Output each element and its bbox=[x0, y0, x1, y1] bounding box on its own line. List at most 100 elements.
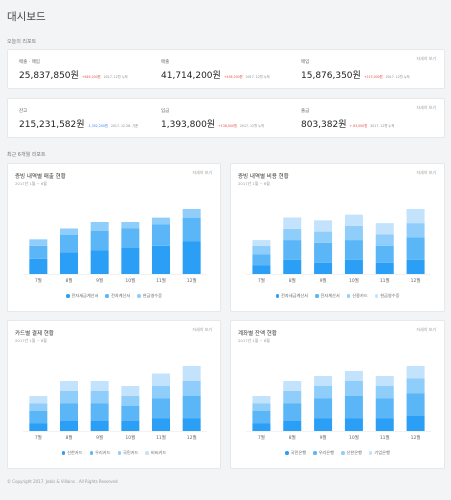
legend-item[interactable]: 현금영수증 bbox=[137, 293, 162, 299]
bar-segment[interactable] bbox=[375, 376, 394, 386]
bar-segment[interactable] bbox=[121, 396, 140, 406]
bar-segment[interactable] bbox=[314, 418, 333, 432]
bar-segment[interactable] bbox=[283, 391, 302, 404]
bar-segment[interactable] bbox=[60, 391, 78, 404]
bar-segment[interactable] bbox=[152, 373, 170, 387]
bar-segment[interactable] bbox=[152, 217, 170, 225]
more-link[interactable]: 자세히 보기 bbox=[192, 327, 212, 332]
bar-segment[interactable] bbox=[314, 398, 333, 419]
bar-segment[interactable] bbox=[60, 235, 78, 253]
bar-segment[interactable] bbox=[252, 396, 271, 404]
legend-item[interactable]: 현금영수증 bbox=[374, 293, 399, 299]
bar-segment[interactable] bbox=[314, 220, 333, 232]
bar-segment[interactable] bbox=[90, 391, 109, 404]
bar-segment[interactable] bbox=[314, 231, 333, 243]
bar-segment[interactable] bbox=[283, 381, 302, 391]
bar-segment[interactable] bbox=[375, 398, 394, 419]
bar-segment[interactable] bbox=[375, 262, 394, 274]
bar-segment[interactable] bbox=[182, 209, 201, 218]
bar-segment[interactable] bbox=[252, 240, 271, 246]
bar-segment[interactable] bbox=[375, 418, 394, 432]
legend-item[interactable]: 신한카드 bbox=[61, 450, 83, 456]
bar-segment[interactable] bbox=[406, 378, 425, 394]
bar-segment[interactable] bbox=[344, 418, 363, 432]
bar-segment[interactable] bbox=[121, 386, 140, 396]
bar-segment[interactable] bbox=[344, 214, 363, 226]
bar-segment[interactable] bbox=[252, 245, 271, 255]
bar-segment[interactable] bbox=[283, 403, 302, 422]
legend-item[interactable]: 전자계산서 bbox=[315, 293, 340, 299]
more-link[interactable]: 자세히 보기 bbox=[192, 170, 212, 175]
bar-segment[interactable] bbox=[283, 240, 302, 260]
legend-item[interactable]: 우리은행 bbox=[313, 450, 334, 456]
legend-item[interactable]: 전자세금계산서 bbox=[275, 293, 308, 299]
bar-segment[interactable] bbox=[344, 259, 363, 274]
bar-segment[interactable] bbox=[314, 376, 333, 386]
bar-segment[interactable] bbox=[152, 418, 170, 432]
bar-segment[interactable] bbox=[90, 421, 109, 431]
bar-segment[interactable] bbox=[60, 228, 78, 236]
bar-segment[interactable] bbox=[152, 224, 170, 246]
bar-segment[interactable] bbox=[182, 381, 201, 396]
bar-segment[interactable] bbox=[406, 223, 425, 238]
bar-segment[interactable] bbox=[90, 230, 109, 251]
bar-segment[interactable] bbox=[406, 237, 425, 260]
bar-segment[interactable] bbox=[344, 240, 363, 260]
bar-segment[interactable] bbox=[60, 421, 78, 431]
bar-segment[interactable] bbox=[375, 245, 394, 263]
legend-item[interactable]: 우리카드 bbox=[89, 450, 111, 456]
bar-segment[interactable] bbox=[90, 403, 109, 422]
bar-segment[interactable] bbox=[90, 381, 109, 391]
more-link[interactable]: 자세히 보기 bbox=[416, 105, 436, 110]
bar-segment[interactable] bbox=[375, 386, 394, 399]
bar-segment[interactable] bbox=[344, 225, 363, 241]
bar-segment[interactable] bbox=[252, 411, 271, 424]
bar-segment[interactable] bbox=[283, 421, 302, 431]
bar-segment[interactable] bbox=[252, 423, 271, 432]
bar-segment[interactable] bbox=[252, 254, 271, 266]
bar-segment[interactable] bbox=[406, 416, 425, 431]
bar-segment[interactable] bbox=[406, 393, 425, 417]
legend-item[interactable]: 전자계산서 bbox=[105, 293, 130, 299]
bar-segment[interactable] bbox=[90, 250, 109, 274]
bar-segment[interactable] bbox=[252, 265, 271, 274]
more-link[interactable]: 자세히 보기 bbox=[416, 327, 436, 332]
bar-segment[interactable] bbox=[283, 259, 302, 274]
legend-item[interactable]: 국민은행 bbox=[285, 450, 306, 456]
bar-segment[interactable] bbox=[406, 366, 425, 379]
bar-segment[interactable] bbox=[252, 403, 271, 412]
bar-segment[interactable] bbox=[314, 386, 333, 399]
bar-segment[interactable] bbox=[121, 228, 140, 249]
bar-segment[interactable] bbox=[375, 234, 394, 246]
bar-segment[interactable] bbox=[90, 222, 109, 231]
bar-segment[interactable] bbox=[314, 262, 333, 274]
bar-segment[interactable] bbox=[375, 223, 394, 235]
bar-segment[interactable] bbox=[406, 209, 425, 224]
bar-segment[interactable] bbox=[406, 259, 425, 274]
legend-item[interactable]: 신용카드 bbox=[346, 293, 368, 299]
bar-segment[interactable] bbox=[283, 217, 302, 229]
legend-item[interactable]: 신한은행 bbox=[341, 450, 362, 456]
legend-item[interactable]: 비씨카드 bbox=[145, 450, 166, 456]
legend-item[interactable]: 국민카드 bbox=[117, 450, 138, 456]
bar-segment[interactable] bbox=[60, 252, 78, 274]
bar-segment[interactable] bbox=[29, 239, 48, 246]
bar-segment[interactable] bbox=[29, 403, 48, 412]
bar-segment[interactable] bbox=[344, 396, 363, 419]
bar-segment[interactable] bbox=[29, 258, 48, 274]
bar-segment[interactable] bbox=[182, 217, 201, 242]
bar-segment[interactable] bbox=[182, 418, 201, 432]
more-link[interactable]: 자세히 보기 bbox=[416, 170, 436, 175]
more-link[interactable]: 자세히 보기 bbox=[416, 56, 436, 61]
bar-segment[interactable] bbox=[60, 403, 78, 422]
legend-item[interactable]: 전자세금계산서 bbox=[66, 293, 98, 299]
bar-segment[interactable] bbox=[60, 381, 78, 391]
bar-segment[interactable] bbox=[182, 241, 201, 275]
legend-item[interactable]: 기업은행 bbox=[368, 450, 390, 456]
bar-segment[interactable] bbox=[344, 381, 363, 396]
bar-segment[interactable] bbox=[29, 411, 48, 424]
bar-segment[interactable] bbox=[29, 245, 48, 259]
bar-segment[interactable] bbox=[182, 396, 201, 419]
bar-segment[interactable] bbox=[344, 371, 363, 381]
bar-segment[interactable] bbox=[121, 248, 140, 274]
